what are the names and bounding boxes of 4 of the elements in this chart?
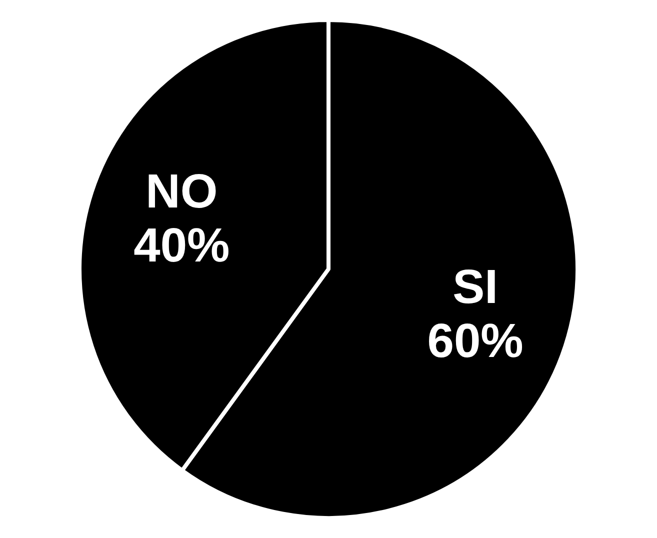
slice-label: SI: [452, 260, 498, 314]
data-label: 40%: [134, 220, 230, 273]
data-label: 60%: [427, 314, 524, 368]
slice-label: NO: [146, 166, 218, 219]
